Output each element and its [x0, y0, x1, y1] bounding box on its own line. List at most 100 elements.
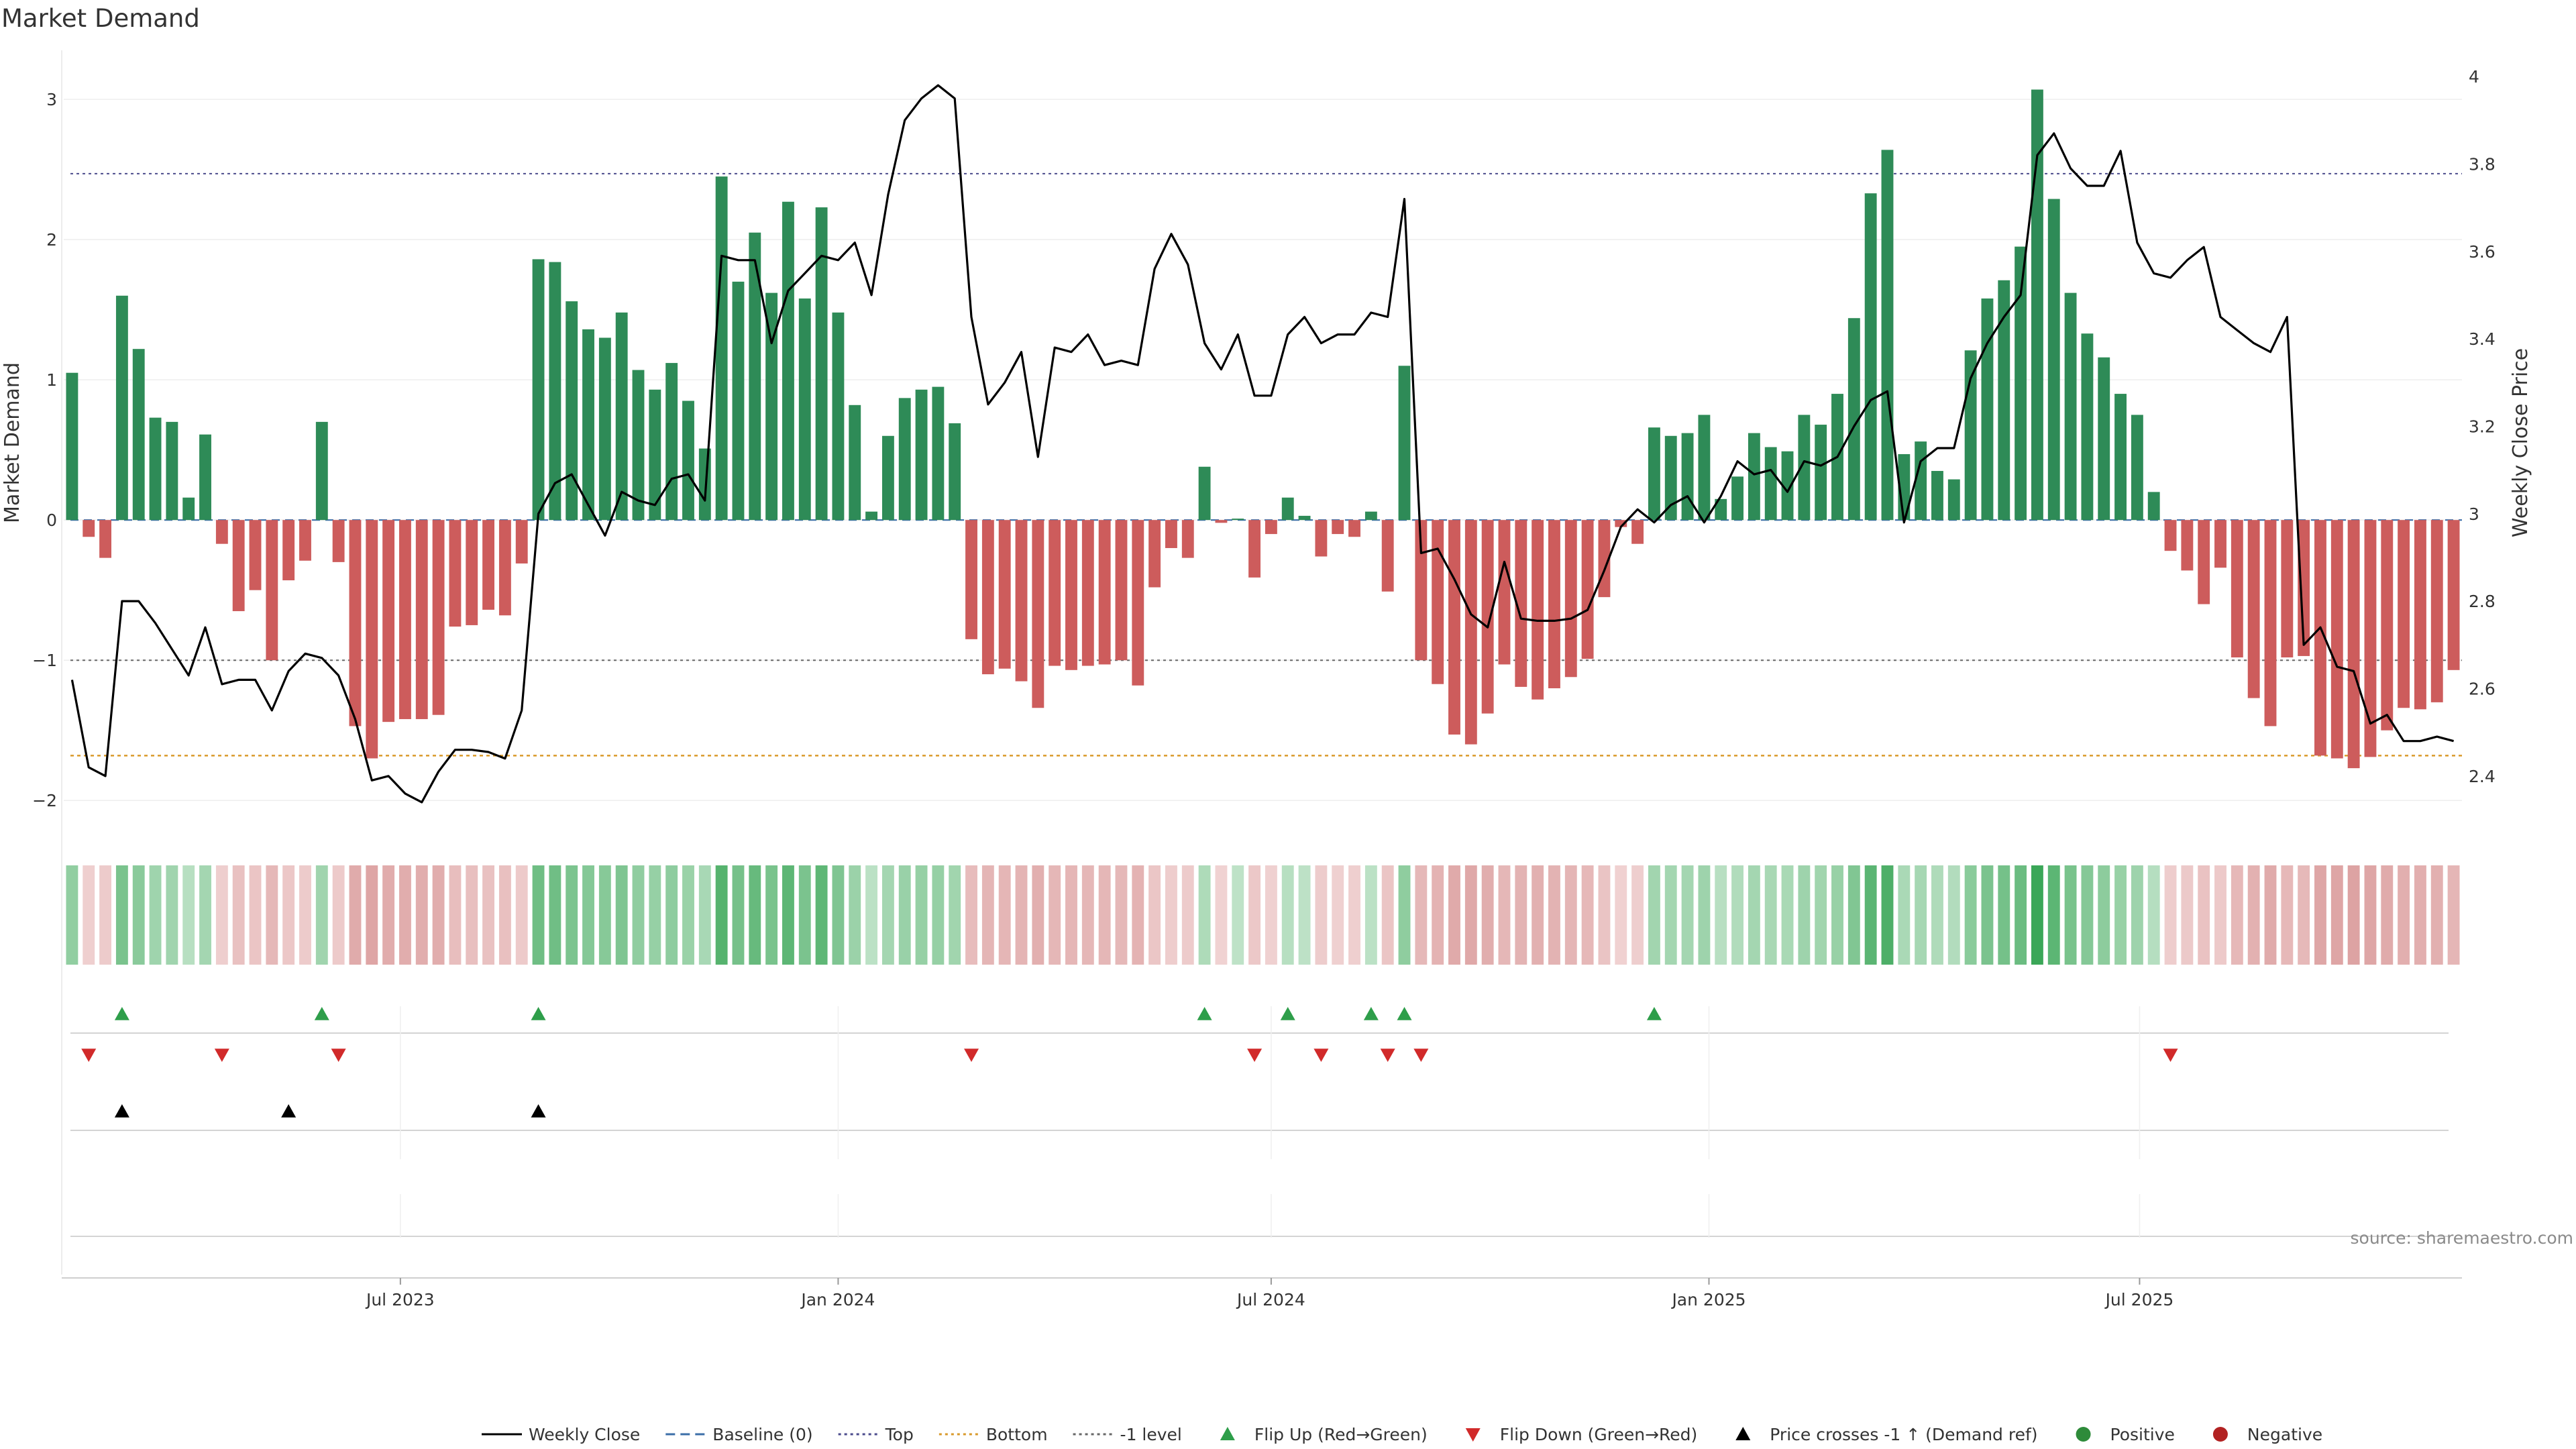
heat-cell — [1132, 865, 1144, 965]
legend: Weekly Close Baseline (0) Top Bottom -1 leve… — [482, 1425, 2322, 1444]
demand-bar — [1931, 471, 1943, 521]
heat-cell — [1015, 865, 1028, 965]
heat-cell — [1265, 865, 1277, 965]
y-tick-label: −1 — [32, 651, 57, 670]
flip-down-marker — [214, 1049, 229, 1062]
heat-cell — [315, 865, 328, 965]
heat-cell — [698, 865, 711, 965]
heat-cell — [1415, 865, 1428, 965]
legend-swatch — [1465, 1428, 1481, 1442]
demand-bar — [815, 207, 828, 521]
demand-bar — [2064, 292, 2077, 521]
price-line-group — [70, 84, 2455, 804]
demand-bar — [2031, 89, 2043, 521]
demand-bar — [515, 520, 528, 564]
legend-swatch — [2076, 1427, 2091, 1442]
demand-bar — [2314, 520, 2326, 756]
demand-bar — [2381, 520, 2394, 731]
x-tick-label: Jan 2025 — [1670, 1290, 1746, 1309]
heat-cell — [1348, 865, 1360, 965]
legend-label: -1 level — [1120, 1425, 1182, 1444]
heat-cell — [2231, 865, 2243, 965]
legend-item: Bottom — [938, 1425, 1048, 1444]
demand-bar — [2114, 394, 2127, 521]
demand-bar — [83, 520, 95, 537]
heat-cell — [998, 865, 1011, 965]
y-axis-label: Market Demand — [1, 362, 24, 523]
y-tick-label: −2 — [32, 791, 57, 810]
y2-tick-label: 2.4 — [2469, 767, 2496, 786]
demand-bar — [132, 349, 145, 521]
demand-bar — [998, 520, 1011, 669]
demand-bar — [632, 370, 645, 521]
demand-bar — [682, 400, 694, 521]
heat-cell — [399, 865, 411, 965]
demand-heat-strip — [66, 865, 2460, 965]
demand-bar — [1232, 519, 1244, 521]
demand-bar — [2015, 246, 2027, 521]
heat-cell — [1432, 865, 1444, 965]
demand-bar — [1698, 415, 1711, 521]
x-tick-label: Jul 2023 — [365, 1290, 435, 1309]
demand-bar — [1015, 520, 1028, 682]
flip-down-marker — [1380, 1049, 1395, 1062]
flip-down-marker — [81, 1049, 97, 1062]
demand-bar — [1215, 520, 1228, 523]
demand-bar — [2447, 520, 2460, 670]
heat-cell — [1781, 865, 1794, 965]
demand-bar — [1615, 520, 1627, 527]
heat-cell — [1481, 865, 1494, 965]
y-axis-ticks: −2 −1 0 1 2 3 — [32, 90, 57, 810]
demand-bar — [1065, 520, 1077, 670]
heat-cell — [2430, 865, 2443, 965]
heat-cell — [1464, 865, 1477, 965]
demand-bar — [1364, 511, 1377, 521]
heat-cell — [1831, 865, 1843, 965]
heat-cell — [1065, 865, 1077, 965]
legend-item: Negative — [2212, 1425, 2322, 1444]
heat-cell — [2114, 865, 2127, 965]
demand-bar — [549, 262, 561, 521]
demand-bar — [1881, 150, 1894, 521]
heat-cell — [2381, 865, 2394, 965]
y2-tick-label: 3.8 — [2469, 154, 2496, 174]
demand-bar — [566, 301, 578, 521]
demand-bar — [166, 421, 178, 521]
heat-cell — [1681, 865, 1694, 965]
heat-cell — [965, 865, 977, 965]
heat-cell — [798, 865, 811, 965]
demand-bar — [1081, 520, 1094, 666]
demand-bar — [782, 201, 794, 521]
demand-bar — [399, 520, 411, 719]
demand-bar — [432, 520, 445, 715]
demand-bar — [2347, 520, 2360, 769]
flip-up-marker — [1197, 1007, 1212, 1020]
heat-cell — [915, 865, 928, 965]
heat-cell — [2281, 865, 2294, 965]
demand-bar — [1715, 498, 1727, 521]
heat-cell — [765, 865, 778, 965]
demand-bar — [865, 511, 878, 521]
legend-label: Top — [885, 1425, 914, 1444]
demand-bar — [932, 386, 945, 521]
heat-cell — [2098, 865, 2110, 965]
heat-cell — [682, 865, 694, 965]
demand-bar — [1581, 520, 1594, 659]
demand-bar — [2298, 520, 2310, 656]
heat-cell — [1764, 865, 1777, 965]
heat-cell — [2015, 865, 2027, 965]
heat-cell — [1881, 865, 1894, 965]
legend-item: Price crosses -1 ↑ (Demand ref) — [1735, 1425, 2038, 1444]
demand-bar — [1415, 520, 1428, 661]
heat-cell — [2081, 865, 2094, 965]
demand-bar — [1398, 366, 1411, 521]
demand-bar — [2430, 520, 2443, 702]
heat-cell — [1198, 865, 1211, 965]
demand-bar — [1498, 520, 1511, 665]
legend-label: Bottom — [986, 1425, 1048, 1444]
demand-bar — [1381, 520, 1394, 592]
heat-cell — [1148, 865, 1161, 965]
heat-cell — [2447, 865, 2460, 965]
demand-bar — [2164, 520, 2177, 551]
x-tick-label: Jul 2024 — [1236, 1290, 1305, 1309]
